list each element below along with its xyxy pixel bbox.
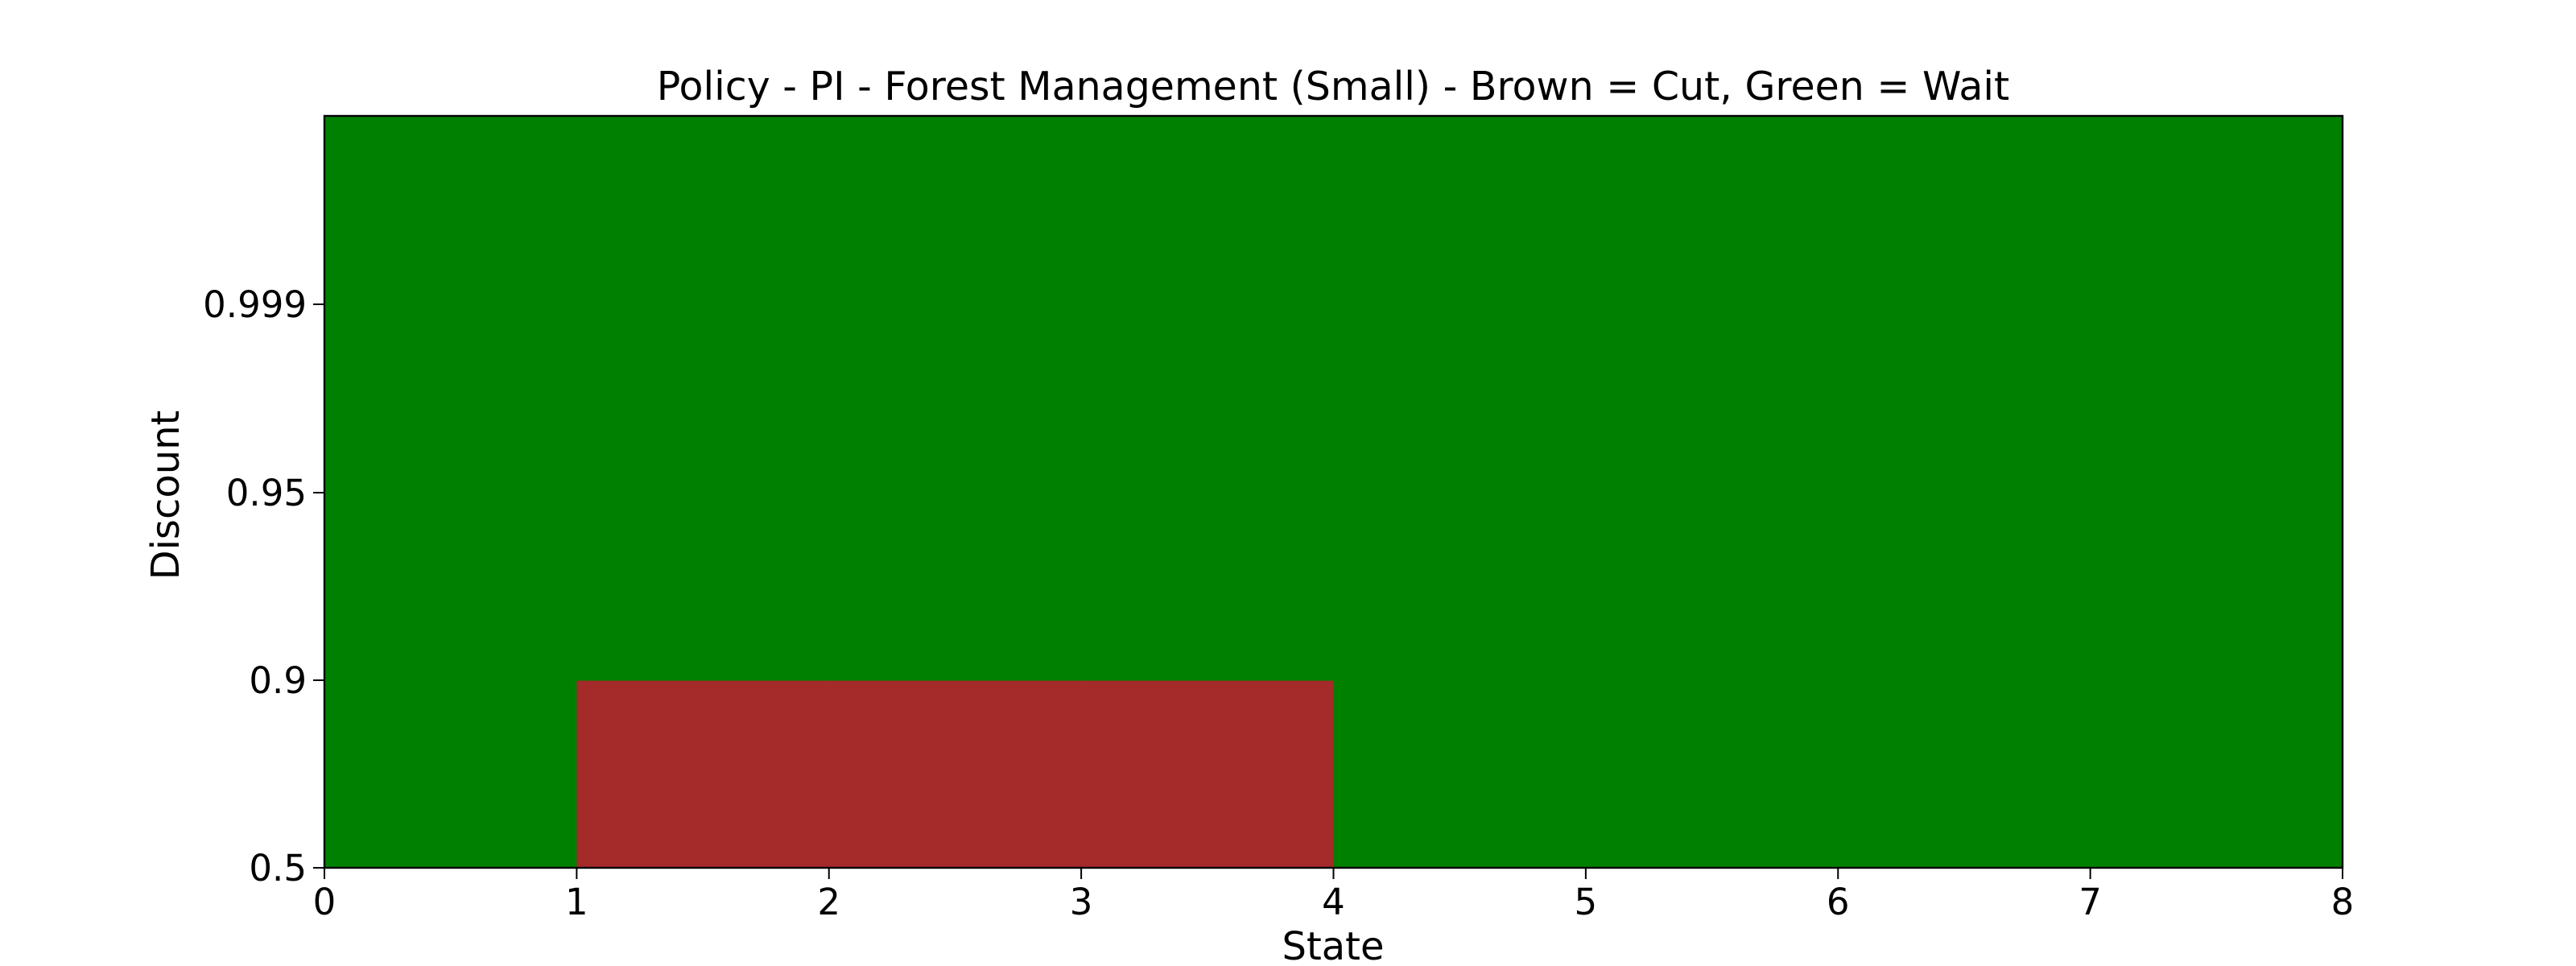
y-tick-label: 0.95 [226,472,307,514]
y-tick-label: 0.999 [203,283,307,326]
x-tick-label: 7 [2079,881,2102,923]
heatmap-cell-cut [828,680,1082,869]
heatmap-cell-cut [576,680,830,869]
heatmap-cell-wait [828,304,1082,493]
heatmap-cell-wait [1333,116,1587,305]
heatmap-cell-wait [1585,116,1839,305]
y-tick-label: 0.5 [249,847,307,890]
heatmap-cells [324,116,2343,869]
heatmap-cell-wait [828,493,1082,681]
heatmap-cell-wait [2090,680,2343,869]
x-tick-label: 3 [1070,881,1093,923]
y-axis-ticks: 0.5 0.9 0.95 0.999 [203,283,324,890]
heatmap-cell-wait [1585,680,1839,869]
heatmap-cell-wait [324,493,577,681]
heatmap-cell-wait [1585,304,1839,493]
x-tick-label: 0 [313,881,336,923]
heatmap-cell-wait [1838,493,2091,681]
x-axis-ticks: 0 1 2 3 4 5 6 7 8 [313,868,2355,923]
heatmap-cell-wait [1585,493,1839,681]
x-tick-label: 1 [565,881,588,923]
heatmap-cell-wait [1838,304,2091,493]
heatmap-cell-wait [1081,304,1335,493]
heatmap-cell-wait [828,116,1082,305]
heatmap-cell-wait [1838,680,2091,869]
chart-title: Policy - PI - Forest Management (Small) … [657,64,2009,109]
heatmap-cell-wait [1333,493,1587,681]
heatmap-cell-wait [2090,116,2343,305]
x-tick-label: 6 [1827,881,1850,923]
heatmap-cell-wait [324,304,577,493]
heatmap-cell-wait [1081,493,1335,681]
x-axis-label: State [1282,924,1384,966]
y-tick-label: 0.9 [249,659,307,702]
y-axis-label: Discount [143,411,188,580]
heatmap-cell-wait [1333,304,1587,493]
x-tick-label: 2 [817,881,840,923]
x-tick-label: 5 [1575,881,1598,923]
heatmap-cell-wait [2090,304,2343,493]
heatmap-cell-wait [1838,116,2091,305]
heatmap-cell-cut [1081,680,1335,869]
heatmap-cell-wait [1333,680,1587,869]
heatmap-cell-wait [1081,116,1335,305]
heatmap-cell-wait [324,116,577,305]
heatmap-cell-wait [576,493,830,681]
x-tick-label: 4 [1322,881,1345,923]
x-tick-label: 8 [2331,881,2355,923]
heatmap-cell-wait [324,680,577,869]
heatmap-cell-wait [2090,493,2343,681]
heatmap-cell-wait [576,116,830,305]
heatmap-cell-wait [576,304,830,493]
